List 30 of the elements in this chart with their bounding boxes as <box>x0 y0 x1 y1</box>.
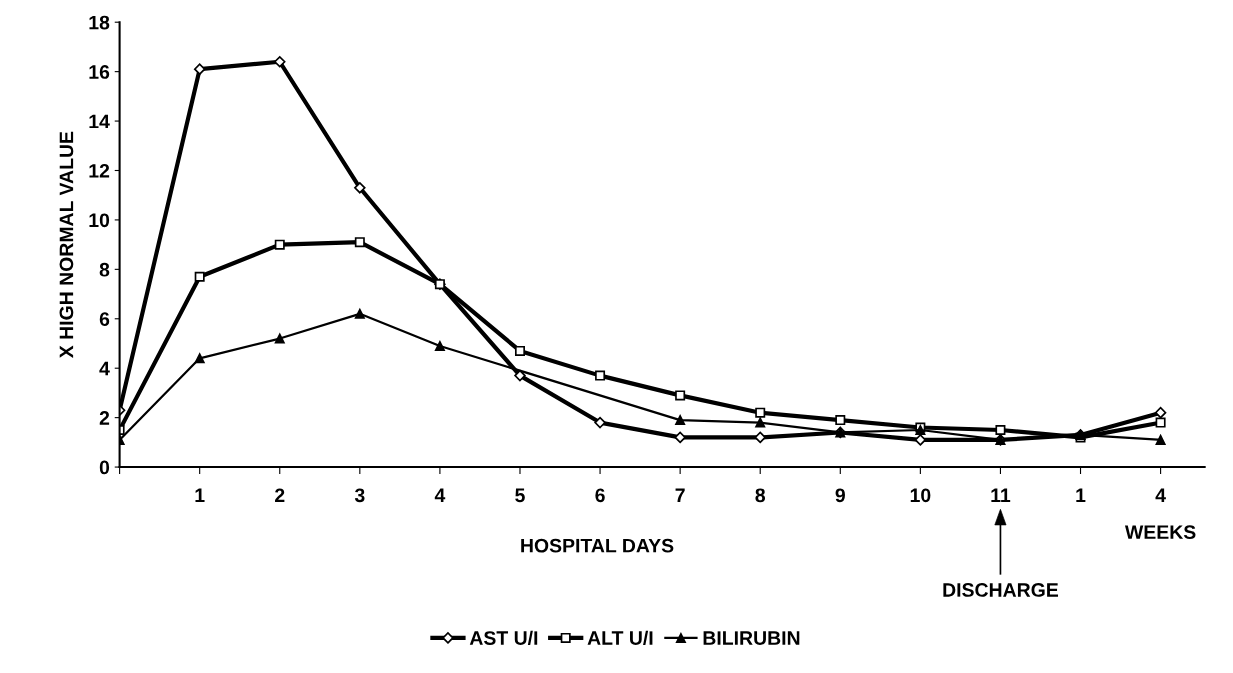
x-tick-label: 4 <box>1155 488 1166 502</box>
y-tick-label: 12 <box>89 163 110 178</box>
legend-label: AST U/I <box>469 630 538 646</box>
text: WEEKS <box>1124 525 1196 540</box>
x-tick-label: 7 <box>675 488 685 502</box>
x-tick-label: 9 <box>835 488 845 503</box>
x-tick-label: 8 <box>755 488 766 503</box>
x-tick-label: 6 <box>595 488 605 503</box>
y-tick-label: 10 <box>89 213 110 228</box>
x-tick-label: 1 <box>195 488 205 502</box>
x-tick-label: 4 <box>434 488 446 502</box>
legend-label: BILIRUBIN <box>703 631 800 645</box>
x-tick-label: 11 <box>991 488 1011 502</box>
annotation: DISCHARGE <box>943 583 1059 597</box>
x-axis-title: HOSPITAL DAYS <box>521 538 674 553</box>
x-tick-label: 1 <box>1076 488 1086 502</box>
x-tick-label: 10 <box>910 488 931 503</box>
y-tick-label: 18 <box>89 15 110 30</box>
x-tick-label: 2 <box>275 488 285 502</box>
y-tick-label: 14 <box>89 114 110 129</box>
legend-label: ALT U/I <box>587 630 653 646</box>
y-tick-label: 0 <box>99 460 110 475</box>
x-tick-label: 3 <box>354 488 365 503</box>
y-tick-label: 4 <box>99 361 110 376</box>
y-tick-label: 6 <box>99 312 110 327</box>
y-tick-label: 16 <box>89 65 110 79</box>
y-tick-label: 8 <box>99 262 110 277</box>
x-tick-label: 5 <box>515 488 525 503</box>
y-tick-label: 2 <box>99 411 110 425</box>
y-axis-title: X HIGH NORMAL VALUE <box>59 131 74 359</box>
